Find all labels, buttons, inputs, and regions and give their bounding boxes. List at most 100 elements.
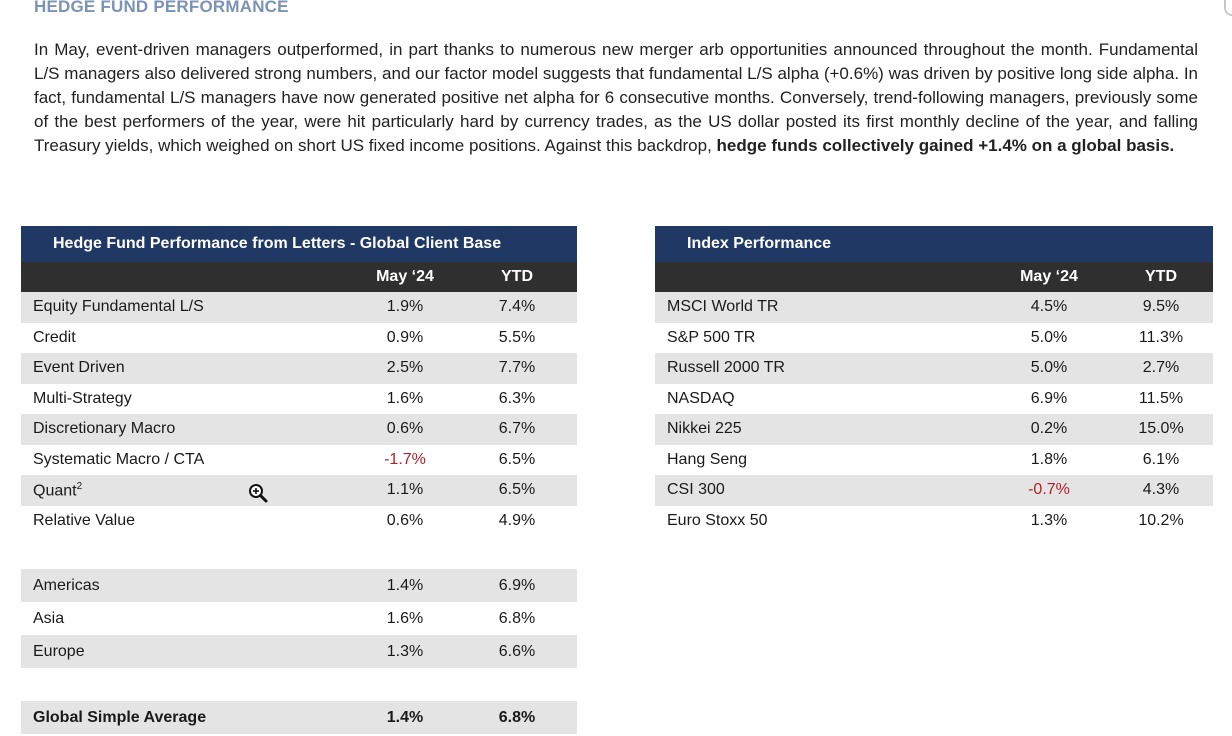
row-label-text: Systematic Macro / CTA (33, 450, 205, 468)
row-label: Event Driven (21, 353, 353, 384)
spacer-row (21, 668, 577, 701)
row-label-text: Europe (33, 642, 85, 660)
ytd-value: 6.9% (457, 569, 577, 602)
index-col-ytd: YTD (1109, 262, 1213, 292)
row-label-text: Russell 2000 TR (667, 359, 785, 377)
row-label: Credit (21, 323, 353, 354)
may-value: 1.4% (353, 701, 457, 734)
hedge-fund-table: Hedge Fund Performance from Letters - Gl… (21, 226, 577, 734)
zoom-in-icon (249, 484, 268, 503)
table-row: Credit 0.9% 5.5% (21, 323, 577, 354)
table-row: Event Driven 2.5% 7.7% (21, 353, 577, 384)
row-label: Euro Stoxx 50 (655, 506, 989, 537)
row-label: Discretionary Macro (21, 414, 353, 445)
ytd-value: 15.0% (1109, 414, 1213, 445)
row-label: Nikkei 225 (655, 414, 989, 445)
ytd-value: 4.3% (1109, 475, 1213, 506)
may-value: 0.6% (353, 414, 457, 445)
ytd-value: 6.6% (457, 635, 577, 668)
table-row: Systematic Macro / CTA -1.7% 6.5% (21, 445, 577, 476)
ytd-value: 6.8% (457, 701, 577, 734)
row-label-text: Nikkei 225 (667, 420, 742, 438)
may-value: 5.0% (989, 353, 1109, 384)
index-performance-table: Index Performance May ‘24 YTD MSCI World… (655, 226, 1213, 536)
may-value: 0.2% (989, 414, 1109, 445)
section-title: HEDGE FUND PERFORMANCE (34, 0, 289, 16)
may-value: 4.5% (989, 292, 1109, 323)
row-label-text: Asia (33, 609, 65, 627)
may-value: 1.6% (386, 609, 424, 627)
row-label: NASDAQ (655, 384, 989, 415)
row-label-text: Credit (33, 328, 76, 346)
index-col-label (655, 262, 989, 292)
ytd-value: 6.5% (457, 475, 577, 506)
row-label-text: Relative Value (33, 511, 135, 529)
may-value: 1.3% (353, 635, 457, 668)
row-label-text: Americas (33, 576, 100, 594)
table-row: Euro Stoxx 50 1.3% 10.2% (655, 506, 1213, 537)
table-row: Europe 1.3% 6.6% (21, 635, 577, 668)
table-row: Russell 2000 TR 5.0% 2.7% (655, 353, 1213, 384)
row-label-text: MSCI World TR (667, 298, 779, 316)
table-row: MSCI World TR 4.5% 9.5% (655, 292, 1213, 323)
row-label: Global Simple Average (21, 701, 353, 734)
table-row: Relative Value 0.6% 4.9% (21, 506, 577, 537)
table-row: Asia 1.6% 6.8% (21, 602, 577, 635)
spacer-row (21, 536, 577, 569)
ytd-value: 7.7% (457, 353, 577, 384)
ytd-value: 6.7% (457, 414, 577, 445)
ytd-value: 4.9% (498, 511, 536, 529)
row-label-text: Event Driven (33, 359, 125, 377)
ytd-value: 6.3% (498, 389, 536, 407)
ytd-value: 10.2% (1138, 511, 1184, 529)
ytd-value: 5.5% (498, 328, 536, 346)
ytd-value: 6.5% (498, 450, 536, 468)
row-label-text: Quant (33, 481, 77, 499)
table-row: Quant2 1.1% 6.5% (21, 475, 577, 506)
may-value: -1.7% (384, 450, 426, 468)
may-value: 1.4% (353, 569, 457, 602)
table-row: Americas 1.4% 6.9% (21, 569, 577, 602)
row-label-text: Global Simple Average (33, 708, 207, 726)
paragraph-end: . (1169, 136, 1175, 155)
row-label-text: CSI 300 (667, 481, 725, 499)
row-label: Equity Fundamental L/S (21, 292, 353, 323)
row-label-text: Hang Seng (667, 450, 748, 468)
may-value: 1.6% (386, 389, 424, 407)
ytd-value: 11.5% (1138, 389, 1184, 407)
row-label: Americas (21, 569, 353, 602)
row-label-text: Multi-Strategy (33, 389, 132, 407)
row-label: Relative Value (21, 506, 353, 537)
index-table-title: Index Performance (655, 226, 1213, 262)
ytd-value: 11.3% (1138, 328, 1184, 346)
paragraph-text: In May, event-driven managers outperform… (34, 40, 1198, 155)
row-label-text: Euro Stoxx 50 (667, 511, 768, 529)
table-row: Hang Seng 1.8% 6.1% (655, 445, 1213, 476)
paragraph-bold-text: hedge funds collectively gained +1.4% on… (716, 136, 1170, 155)
row-label-text: NASDAQ (667, 389, 735, 407)
ytd-value: 7.4% (457, 292, 577, 323)
may-value: 5.0% (1030, 328, 1068, 346)
hedge-col-label (21, 262, 353, 292)
row-label: Asia (21, 602, 353, 635)
hedge-col-may: May ‘24 (353, 262, 457, 292)
ytd-value: 2.7% (1109, 353, 1213, 384)
summary-paragraph: In May, event-driven managers outperform… (34, 38, 1198, 158)
may-value: 2.5% (353, 353, 457, 384)
may-value: 1.8% (1030, 450, 1068, 468)
table-row: Discretionary Macro 0.6% 6.7% (21, 414, 577, 445)
ytd-value: 6.1% (1142, 450, 1180, 468)
row-label: Multi-Strategy (21, 384, 353, 415)
row-label: S&P 500 TR (655, 323, 989, 354)
may-value: 1.9% (353, 292, 457, 323)
row-label: Russell 2000 TR (655, 353, 989, 384)
hedge-col-ytd: YTD (457, 262, 577, 292)
index-col-may: May ‘24 (989, 262, 1109, 292)
hedge-table-title: Hedge Fund Performance from Letters - Gl… (21, 226, 577, 262)
row-label: Quant2 (21, 475, 353, 506)
may-value: -0.7% (989, 475, 1109, 506)
may-value: 0.6% (386, 511, 424, 529)
may-value: 6.9% (1030, 389, 1068, 407)
table-row: Multi-Strategy 1.6% 6.3% (21, 384, 577, 415)
table-row: S&P 500 TR 5.0% 11.3% (655, 323, 1213, 354)
